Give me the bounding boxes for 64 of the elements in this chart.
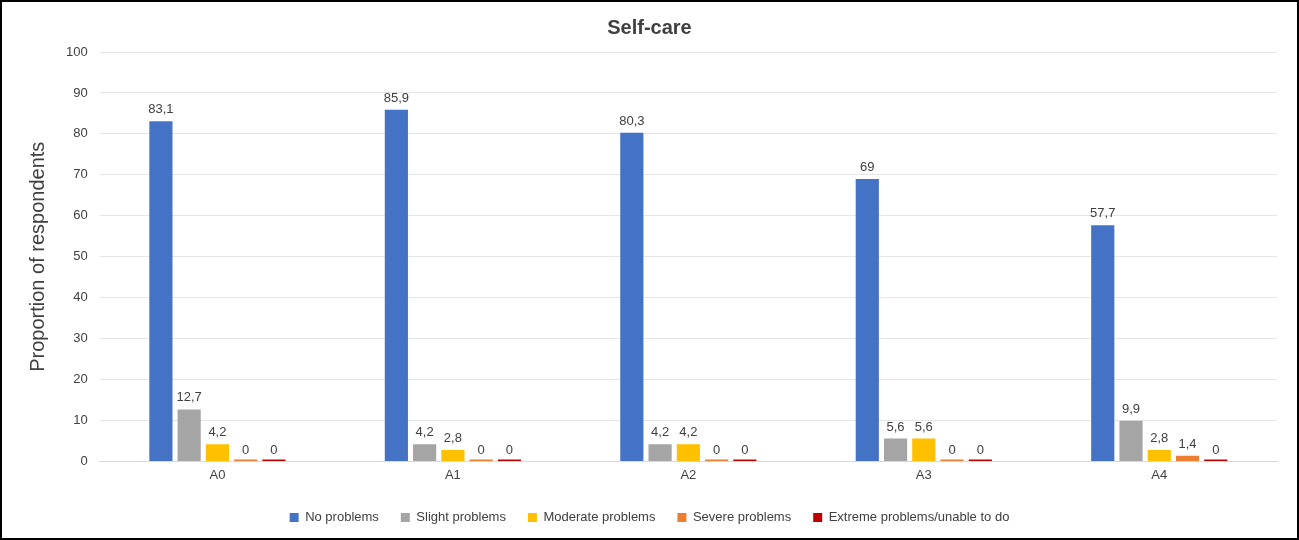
y-tick-label: 50 — [73, 248, 88, 264]
bar — [1119, 420, 1143, 461]
data-label: 0 — [270, 442, 278, 458]
data-label: 4,2 — [415, 424, 434, 440]
data-label: 1,4 — [1178, 435, 1197, 451]
bar — [177, 409, 201, 461]
chart-title: Self-care — [607, 15, 692, 38]
legend-label: Severe problems — [692, 509, 792, 525]
x-tick-label: A4 — [1151, 466, 1168, 482]
data-label: 9,9 — [1121, 400, 1141, 416]
legend-label: Slight problems — [416, 509, 507, 525]
bar — [1091, 225, 1115, 461]
data-label: 85,9 — [383, 89, 410, 105]
data-label: 69 — [860, 158, 875, 174]
data-label: 80,3 — [619, 112, 645, 128]
y-tick-label: 30 — [73, 330, 88, 346]
data-label: 12,7 — [176, 389, 202, 405]
x-tick-label: A3 — [915, 466, 932, 482]
y-tick-label: 40 — [73, 289, 88, 305]
data-label: 5,6 — [886, 418, 905, 434]
data-label: 0 — [741, 442, 749, 458]
y-tick-label: 70 — [73, 166, 88, 182]
y-tick-label: 90 — [73, 84, 88, 100]
data-label: 4,2 — [651, 424, 670, 440]
bar — [1175, 455, 1200, 461]
y-tick-label: 100 — [65, 43, 88, 59]
data-label: 0 — [242, 442, 250, 458]
y-tick-label: 80 — [73, 125, 88, 141]
x-tick-label: A2 — [680, 466, 697, 482]
bar — [1147, 449, 1171, 461]
y-axis-title: Proportion of respondents — [25, 141, 48, 372]
legend-label: No problems — [305, 509, 380, 525]
data-label: 57,7 — [1090, 205, 1116, 221]
y-tick-label: 20 — [73, 371, 88, 387]
legend-label: Extreme problems/unable to do — [828, 509, 1010, 525]
data-label: 5,6 — [914, 418, 933, 434]
bar — [384, 109, 408, 461]
bar — [620, 132, 644, 461]
bar — [413, 444, 437, 461]
y-tick-label: 10 — [73, 412, 88, 428]
data-label: 0 — [477, 442, 485, 458]
data-label: 83,1 — [148, 101, 174, 117]
y-tick-label: 60 — [73, 207, 88, 223]
data-label: 0 — [712, 442, 721, 458]
data-label: 4,2 — [679, 424, 698, 440]
data-label: 0 — [948, 442, 956, 458]
x-tick-label: A0 — [209, 466, 226, 482]
y-tick-label: 0 — [80, 452, 88, 468]
bar — [149, 121, 173, 461]
bar — [855, 178, 879, 461]
data-label: 2,8 — [443, 430, 462, 446]
bar — [912, 438, 936, 461]
bar — [441, 449, 465, 461]
bar — [676, 444, 700, 461]
data-label: 2,8 — [1150, 430, 1169, 446]
bar — [648, 444, 672, 461]
bar — [883, 438, 908, 461]
bar — [205, 444, 230, 461]
x-tick-label: A1 — [444, 466, 461, 482]
legend-label: Moderate problems — [543, 509, 656, 525]
data-label: 0 — [976, 442, 984, 458]
data-label: 0 — [1212, 442, 1220, 458]
data-label: 4,2 — [208, 424, 227, 440]
data-label: 0 — [505, 442, 514, 458]
